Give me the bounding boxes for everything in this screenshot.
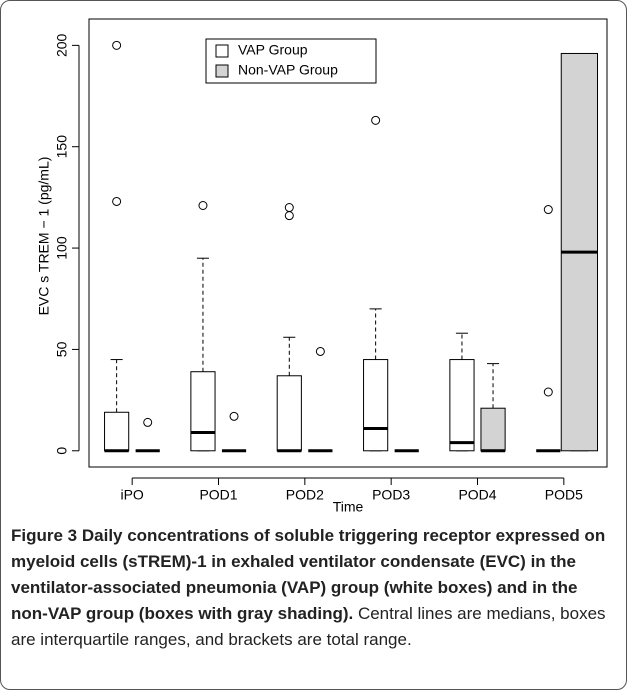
outlier: [543, 387, 553, 397]
y-tick-label: 200: [54, 33, 70, 57]
plot-frame: [88, 18, 608, 468]
outlier: [198, 200, 208, 210]
legend-box: [205, 38, 377, 84]
outlier: [284, 203, 294, 213]
box: [449, 359, 475, 452]
x-tick-label: POD3: [372, 487, 410, 503]
chart: Time EVC s TREM − 1 (pg/mL) 0 50 100 150 200…: [36, 18, 608, 515]
x-tick-label: POD5: [545, 487, 583, 503]
legend-swatch: [215, 44, 229, 58]
x-tick-label: POD4: [458, 487, 496, 503]
caption: Figure 3 Daily concentrations of soluble…: [11, 523, 616, 653]
y-tick-label: 0: [54, 447, 70, 455]
outlier: [143, 417, 153, 427]
outlier: [112, 196, 122, 206]
x-tick-label: POD2: [286, 487, 324, 503]
outlier: [543, 205, 553, 215]
legend-label: VAP Group: [238, 42, 308, 58]
outlier: [315, 346, 325, 356]
x-axis-label: Time: [333, 499, 364, 515]
caption-body: Central lines are medians, boxes are int…: [11, 604, 606, 649]
caption-label: Figure 3: [11, 526, 78, 545]
caption-heading: Daily concentrations of soluble triggeri…: [11, 526, 606, 623]
legend-swatch: [215, 64, 229, 78]
box: [276, 375, 302, 452]
outlier: [229, 411, 239, 421]
x-tick-label: POD1: [199, 487, 237, 503]
box: [480, 407, 506, 452]
y-tick-label: 50: [54, 341, 70, 357]
outlier: [284, 211, 294, 221]
box: [363, 359, 389, 452]
box: [190, 371, 216, 452]
box: [104, 411, 130, 452]
outlier: [371, 115, 381, 125]
y-tick-label: 150: [54, 135, 70, 159]
x-tick-label: iPO: [120, 487, 143, 503]
y-tick-label: 100: [54, 236, 70, 260]
outlier: [112, 40, 122, 50]
y-axis-label: EVC s TREM − 1 (pg/mL): [36, 157, 52, 316]
legend-label: Non-VAP Group: [238, 62, 338, 78]
